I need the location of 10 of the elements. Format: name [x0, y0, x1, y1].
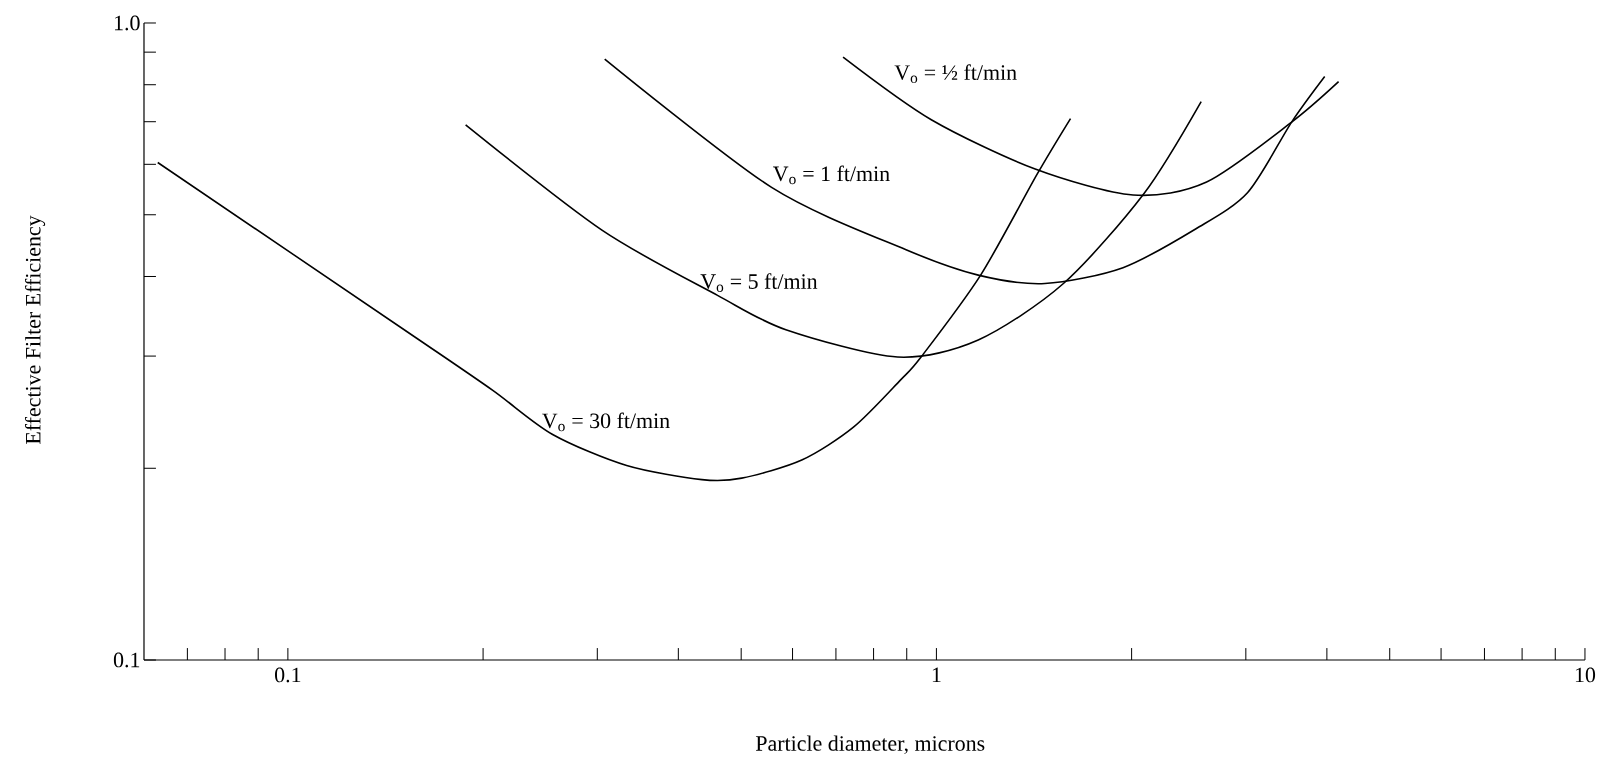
- series-label: V$_{o}$ = 5 ft/min: [700, 273, 818, 292]
- x-axis-title: Particle diameter, microns: [755, 735, 985, 755]
- y-axis-title: Effective Filter Efficiency: [24, 215, 46, 445]
- series-label: V$_{o}$ = ½ ft/min: [894, 64, 1017, 84]
- x-tick-label: 1: [932, 667, 941, 682]
- y-tick-label: 1.0: [114, 15, 140, 31]
- series-label: V$_{o}$ = 30 ft/min: [542, 412, 670, 432]
- series-label: V$_{o}$ = 1 ft/min: [773, 165, 890, 185]
- x-tick-label: 10: [1575, 667, 1596, 683]
- x-tick-label: 0.1: [275, 667, 301, 683]
